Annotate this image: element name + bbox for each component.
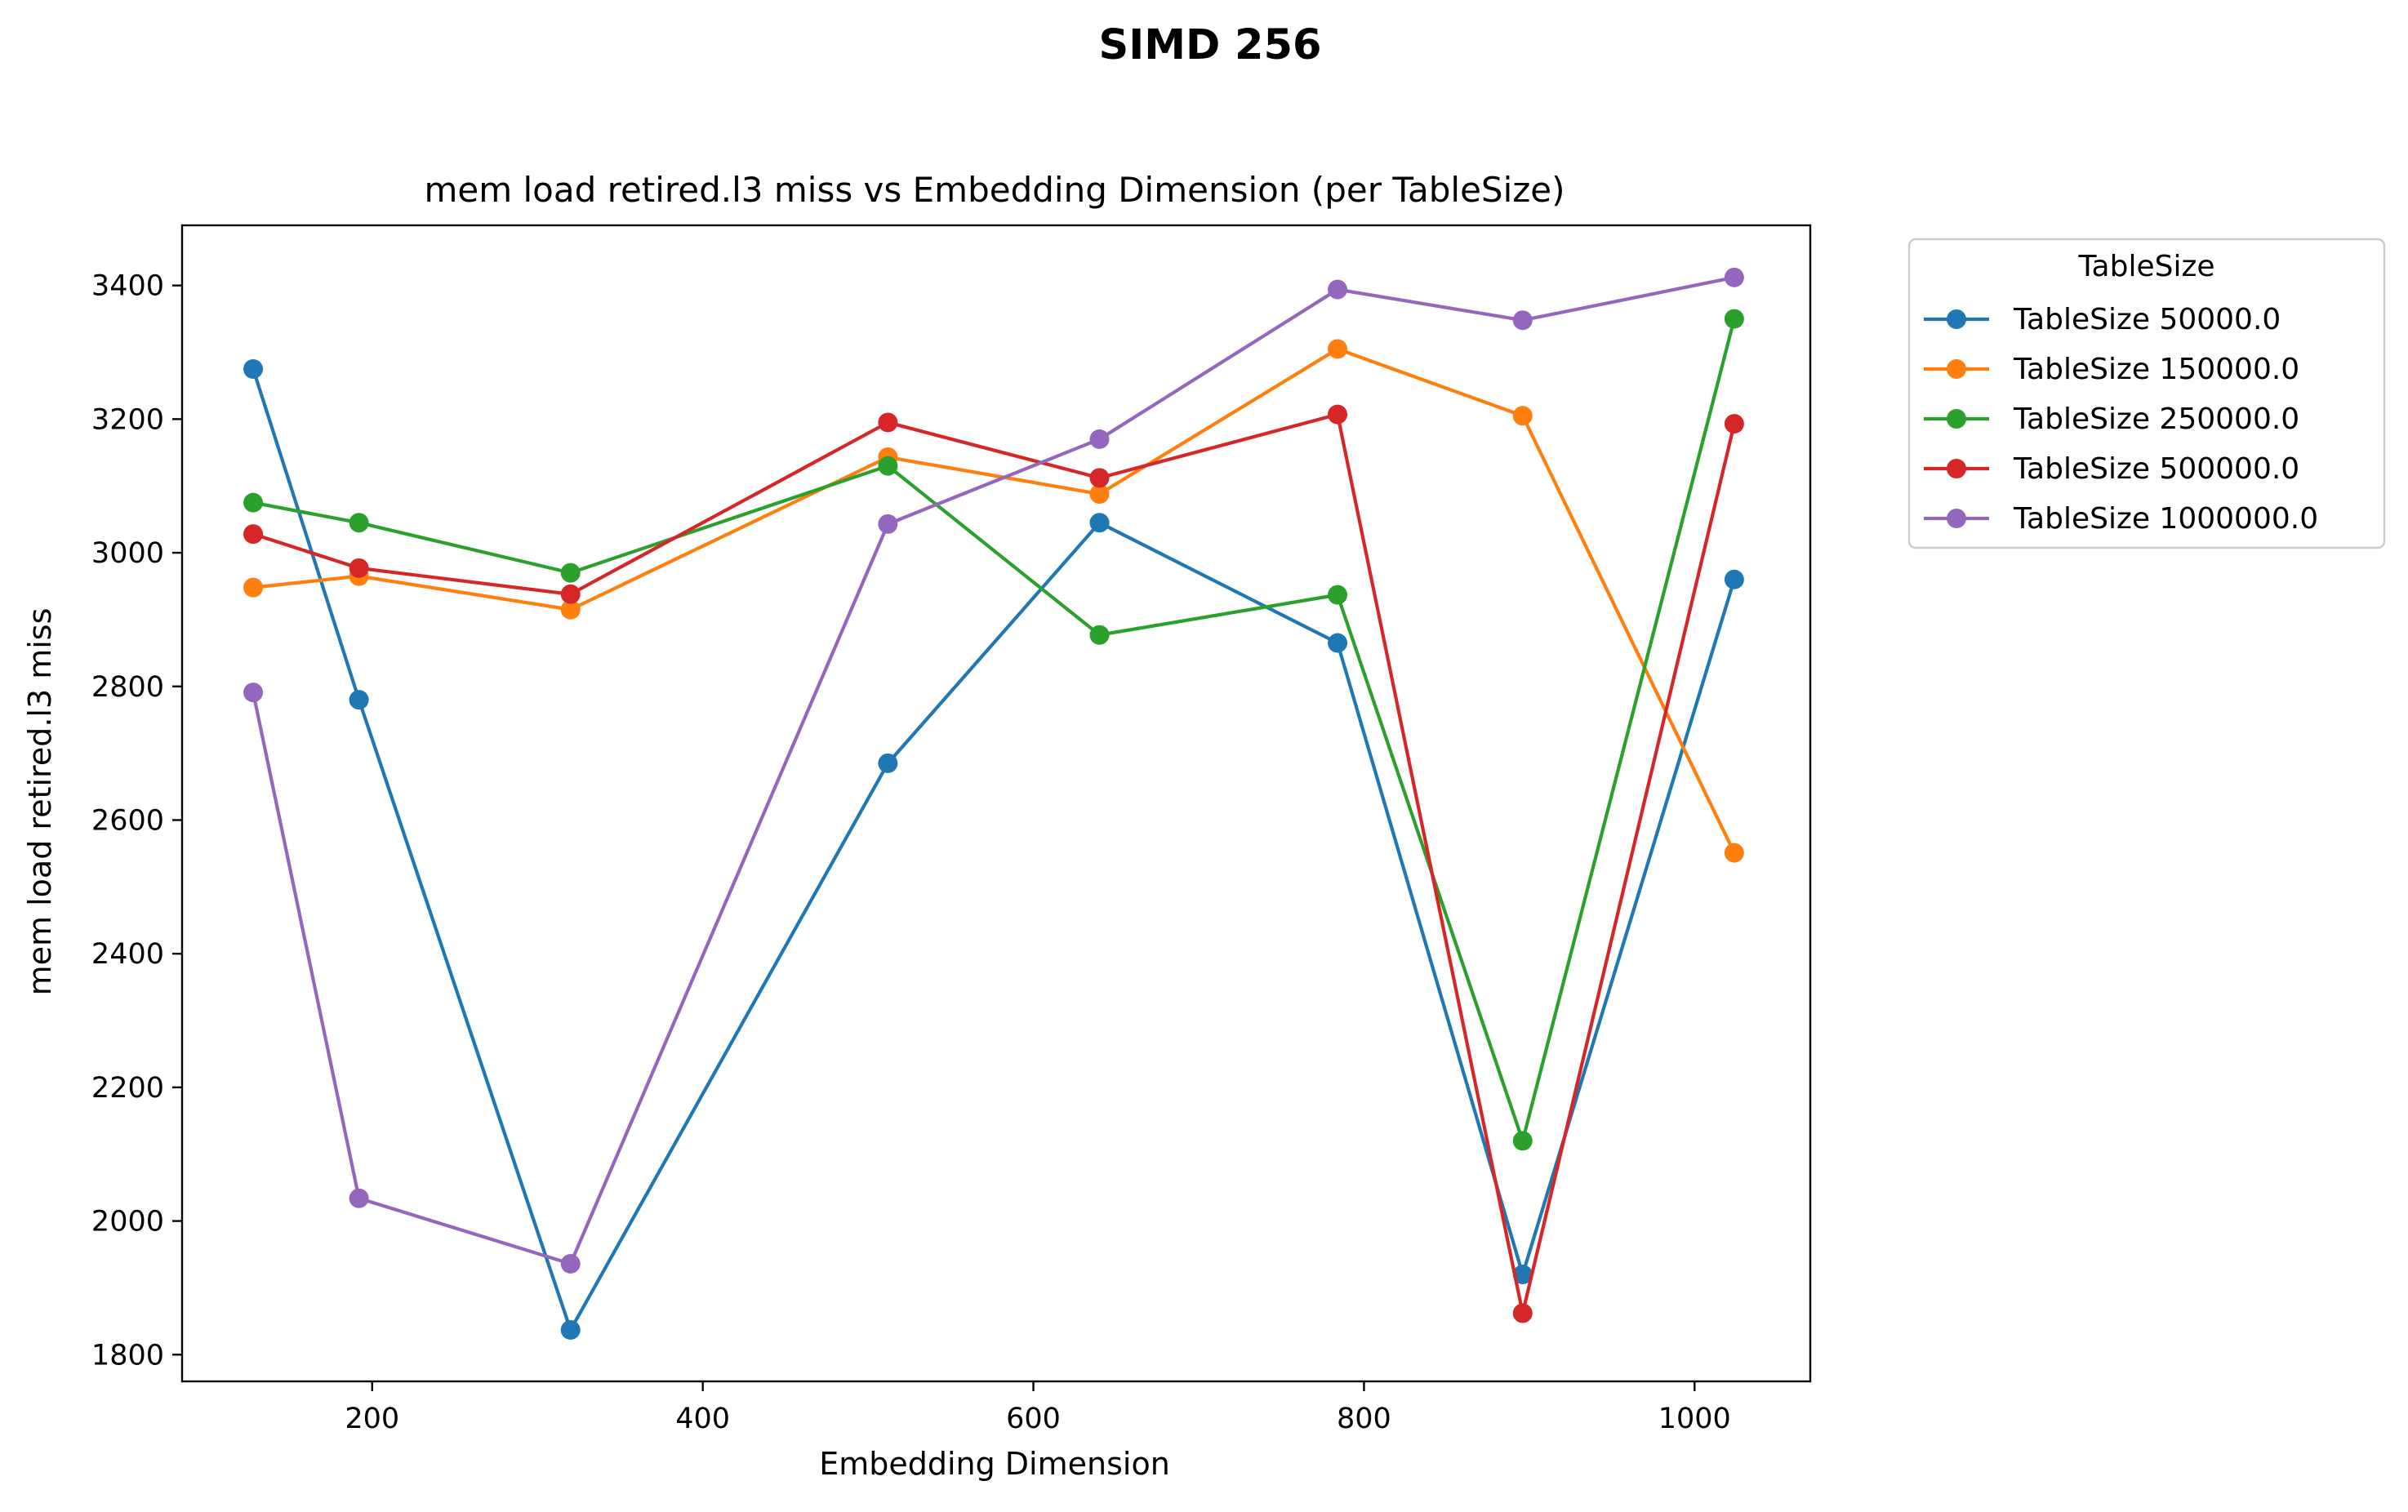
y-tick-label: 2200 (91, 1072, 164, 1105)
data-point (1328, 585, 1348, 605)
data-point (560, 1253, 581, 1274)
legend-title: TableSize (2078, 250, 2215, 283)
legend-marker (1947, 509, 1966, 528)
legend-marker (1947, 309, 1966, 329)
series-line (252, 347, 1736, 854)
data-point (1328, 404, 1348, 425)
data-point (1512, 1265, 1533, 1285)
data-point (1089, 625, 1110, 645)
data-point (349, 558, 369, 578)
data-point (1724, 569, 1744, 589)
y-tick-label: 2400 (91, 938, 164, 971)
legend-marker (1947, 459, 1966, 478)
data-point (560, 563, 581, 583)
data-point (560, 584, 581, 604)
x-tick-label: 1000 (1658, 1403, 1731, 1435)
data-point (349, 513, 369, 533)
chart-title: mem load retired.l3 miss vs Embedding Di… (424, 170, 1565, 210)
x-tick-label: 600 (1006, 1403, 1061, 1435)
series-line (252, 412, 1736, 1315)
axes-frame (180, 224, 1812, 1383)
data-point (1328, 633, 1348, 653)
data-point (1724, 309, 1744, 329)
legend-label: TableSize 500000.0 (2013, 452, 2299, 486)
data-point (349, 1188, 369, 1208)
legend-label: TableSize 250000.0 (2013, 402, 2299, 436)
y-tick-label: 3000 (91, 537, 164, 570)
y-axis-label: mem load retired.l3 miss (22, 608, 58, 996)
data-point (1328, 279, 1348, 300)
data-point (1328, 339, 1348, 359)
y-tick-label: 2000 (91, 1206, 164, 1239)
data-point (1512, 406, 1533, 426)
data-point (1724, 267, 1744, 287)
legend: TableSize TableSize 50000.0 TableSize 1500… (1907, 238, 2386, 549)
data-point (1089, 513, 1110, 533)
x-tick-label: 400 (675, 1403, 730, 1435)
data-point (1724, 414, 1744, 434)
data-point (878, 456, 898, 476)
legend-label: TableSize 50000.0 (2013, 303, 2281, 336)
data-point (243, 577, 264, 598)
data-point (1512, 1303, 1533, 1323)
figure-suptitle: SIMD 256 (1098, 21, 1321, 69)
series-line (252, 318, 1736, 1143)
data-point (1512, 1131, 1533, 1151)
series-line (251, 368, 1736, 1332)
data-point (243, 683, 264, 703)
data-point (878, 753, 898, 773)
data-point (1089, 429, 1110, 449)
y-tick-label: 3400 (91, 270, 164, 303)
data-point (243, 524, 264, 545)
data-point (560, 1319, 581, 1340)
legend-marker (1947, 359, 1966, 379)
data-point (1512, 310, 1533, 331)
data-point (243, 358, 264, 379)
y-tick-label: 2800 (91, 671, 164, 704)
legend-label: TableSize 150000.0 (2013, 353, 2299, 386)
y-tick-label: 3200 (91, 403, 164, 436)
data-point (1089, 468, 1110, 488)
data-point (878, 514, 898, 534)
x-tick-label: 800 (1337, 1403, 1391, 1435)
legend-box (1907, 238, 2386, 549)
y-tick-label: 2600 (91, 804, 164, 837)
legend-label: TableSize 1000000.0 (2013, 502, 2318, 536)
x-tick-label: 200 (345, 1403, 399, 1435)
series-line (251, 275, 1735, 1266)
data-point (349, 690, 369, 710)
legend-marker (1947, 409, 1966, 429)
x-axis-label: Embedding Dimension (819, 1446, 1170, 1482)
data-point (878, 412, 898, 433)
data-point (1089, 484, 1110, 505)
y-tick-label: 1800 (91, 1339, 164, 1372)
data-point (560, 599, 581, 620)
data-point (243, 492, 264, 513)
plot-area: 200 400 600 800 1000 1800 2000 2200 2400 2600 2800… (91, 224, 1812, 1435)
data-point (1724, 843, 1744, 863)
